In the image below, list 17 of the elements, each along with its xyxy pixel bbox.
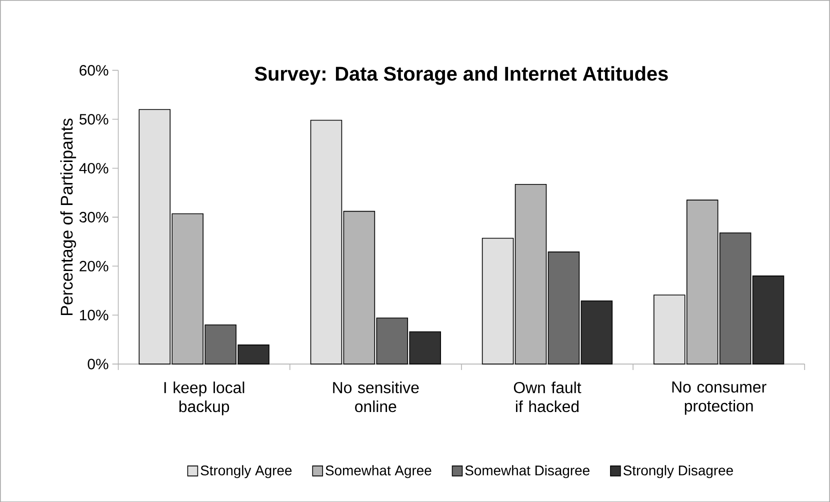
y-tick-label: 20%	[80, 260, 108, 272]
x-tick-label: I keep local backup	[164, 381, 244, 416]
chart-title: Survey: Data Storage and Internet Attitudes	[254, 66, 668, 85]
y-tick-label: 40%	[79, 162, 108, 174]
legend-label: Strongly Agree	[200, 464, 292, 478]
legend-label: Strongly Disagree	[624, 464, 733, 478]
legend-label: Somewhat Agree	[326, 464, 432, 478]
y-tick-label: 0%	[88, 358, 108, 370]
x-tick-label: No sensitive online	[333, 381, 419, 412]
legend-label: Somewhat Disagree	[465, 464, 590, 478]
y-axis-title: Percentage of Participants	[60, 118, 76, 315]
y-tick-label: 10%	[80, 310, 108, 320]
x-tick-label: Own fault if hacked	[514, 381, 582, 412]
y-tick-label: 30%	[79, 212, 108, 222]
x-tick-label: No consumer protection	[672, 381, 766, 415]
y-tick-label: 50%	[79, 114, 108, 124]
y-tick-label: 60%	[80, 64, 108, 76]
